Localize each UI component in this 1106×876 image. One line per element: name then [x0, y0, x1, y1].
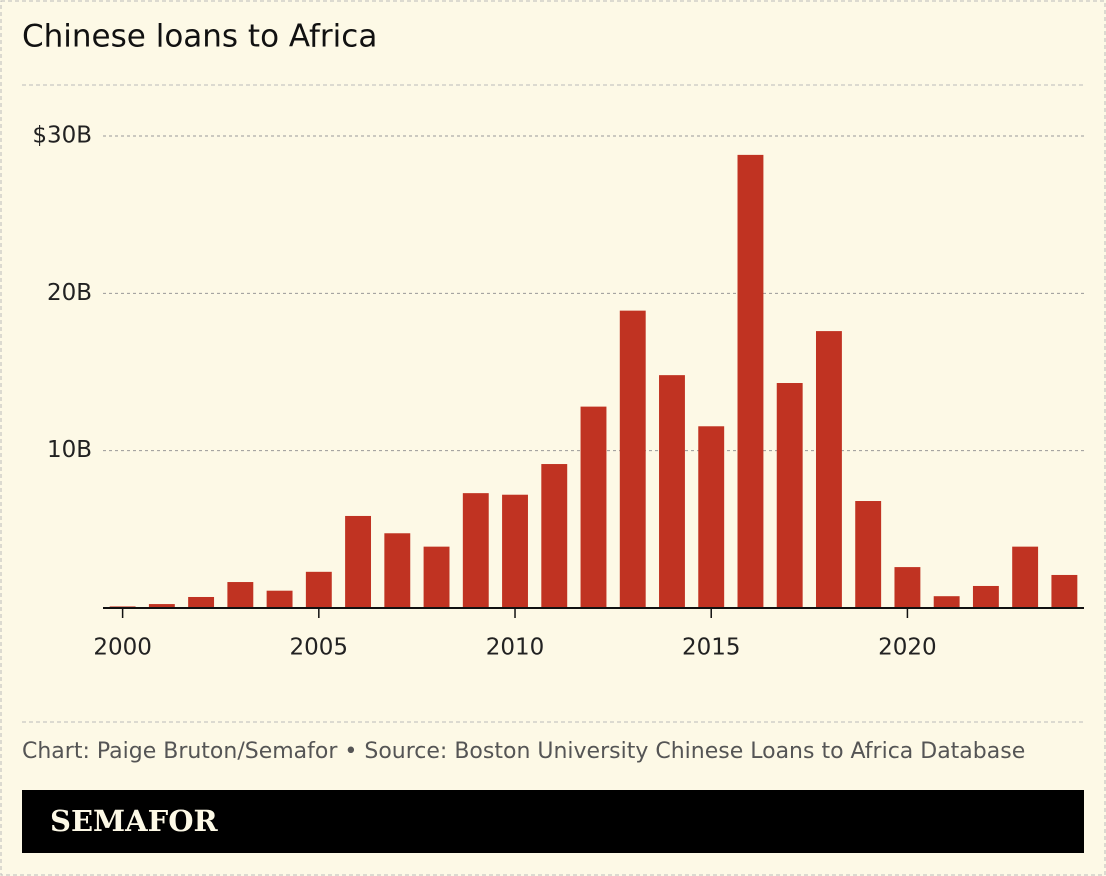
x-tick-label: 2020: [878, 635, 937, 661]
bar: [972, 585, 999, 608]
bar: [345, 515, 372, 608]
y-tick-label: $30B: [32, 123, 92, 149]
bar: [1012, 546, 1039, 608]
bar: [1051, 574, 1078, 608]
bar: [266, 590, 293, 608]
bar: [148, 604, 175, 608]
bar: [384, 533, 411, 608]
bar: [227, 582, 254, 608]
x-tick-label: 2010: [486, 635, 545, 661]
chart-title: Chinese loans to Africa: [22, 19, 377, 55]
bar: [933, 596, 960, 608]
x-tick-label: 2015: [682, 635, 741, 661]
bar: [737, 154, 764, 608]
x-tick-label: 2005: [290, 635, 349, 661]
bar: [502, 494, 528, 608]
bar: [619, 310, 646, 608]
bar: [580, 406, 607, 608]
brand-bar: [22, 790, 1084, 853]
bar: [541, 464, 568, 608]
bar: [305, 571, 332, 608]
bar: [815, 331, 842, 608]
bar: [659, 375, 685, 608]
bar: [462, 493, 489, 608]
bar: [855, 501, 882, 608]
brand: SEMAFOR: [50, 804, 218, 838]
source-note: Chart: Paige Bruton/Semafor • Source: Bo…: [22, 739, 1025, 764]
y-tick-label: 20B: [47, 280, 92, 306]
bar: [894, 567, 921, 608]
bar: [188, 596, 215, 608]
x-tick-label: 2000: [93, 635, 152, 661]
bar: [698, 426, 725, 608]
y-tick-label: 10B: [47, 437, 92, 463]
bar: [776, 383, 803, 608]
bar: [423, 546, 450, 608]
